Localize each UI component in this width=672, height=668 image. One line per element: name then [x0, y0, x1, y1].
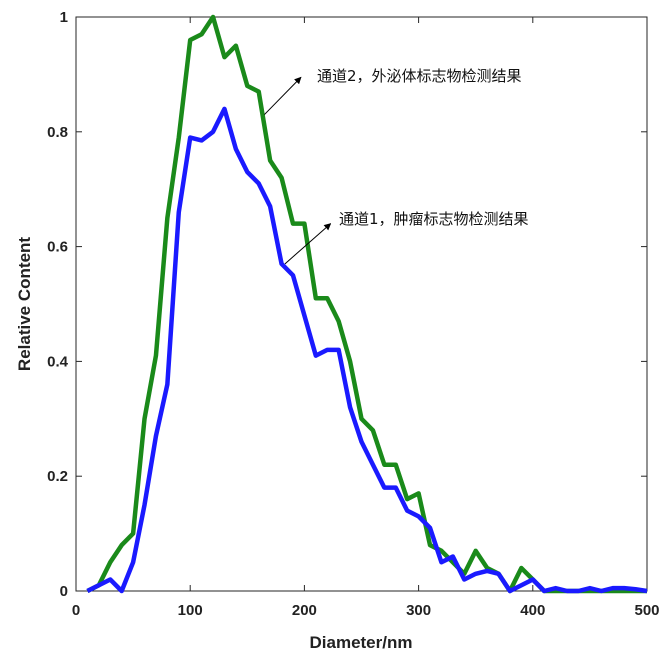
y-tick-label: 0.4 [47, 353, 69, 370]
series-line-green [86, 14, 647, 594]
y-axis-title: Relative Content [15, 237, 34, 371]
x-tick-label: 400 [520, 602, 545, 619]
x-tick-labels: 0 100 200 300 400 500 [72, 602, 660, 619]
x-tick-label: 200 [292, 602, 317, 619]
x-tick-label: 500 [634, 602, 659, 619]
annotation-arrow-2 [284, 223, 332, 265]
y-tick-label: 0.8 [47, 124, 68, 141]
y-tick-label: 1 [60, 9, 68, 26]
y-tick-labels: 0 0.2 0.4 0.6 0.8 1 [47, 9, 69, 600]
annotation-label-1: 通道2，外泌体标志物检测结果 [317, 67, 522, 85]
x-tick-label: 0 [72, 602, 80, 619]
series-layer [86, 14, 648, 594]
annotation-layer: 通道2，外泌体标志物检测结果 通道1，肿瘤标志物检测结果 [264, 67, 529, 265]
x-tick-label: 300 [406, 602, 431, 619]
x-tick-label: 100 [178, 602, 203, 619]
annotation-label-2: 通道1，肿瘤标志物检测结果 [339, 210, 529, 228]
series-line-blue [86, 106, 648, 594]
y-tick-label: 0.6 [47, 239, 68, 256]
annotation-arrow-1 [264, 76, 302, 115]
x-axis-title: Diameter/nm [310, 633, 413, 652]
y-tick-label: 0 [60, 583, 68, 600]
y-tick-label: 0.2 [47, 468, 68, 485]
